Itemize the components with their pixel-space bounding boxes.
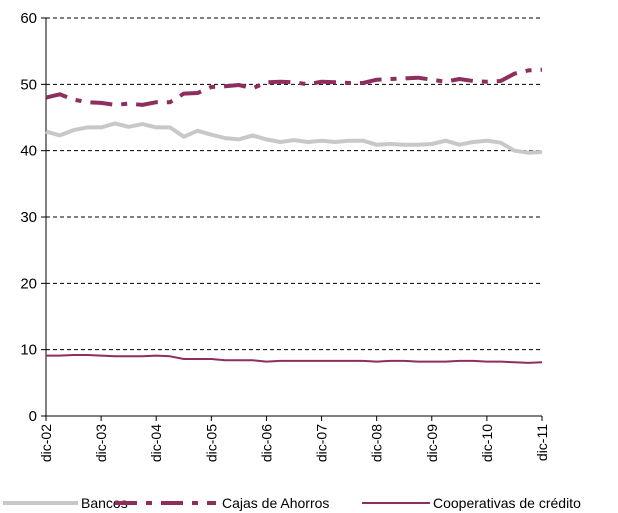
x-tick-label: dic-11: [534, 424, 550, 461]
x-tick-label: dic-08: [369, 424, 385, 462]
series-line-2: [46, 354, 543, 364]
axes: [45, 18, 542, 417]
x-tick-label: dic-02: [38, 424, 54, 462]
x-tick-label: dic-06: [258, 424, 274, 462]
series-line-1: [45, 67, 543, 107]
x-tick-label: dic-05: [203, 424, 219, 462]
x-tick-label: dic-07: [314, 424, 330, 462]
y-tick-label: 0: [29, 408, 37, 425]
y-tick-label: 30: [20, 209, 37, 226]
legend-label-2: Cooperativas de crédito: [433, 495, 581, 511]
y-tick-label: 20: [20, 275, 37, 292]
x-tick-label: dic-03: [93, 424, 109, 462]
y-tick-label: 60: [20, 10, 37, 27]
legend-label-0: Bancos: [81, 495, 128, 511]
legend: Bancos Cajas de Ahorros Cooperativas de cr…: [3, 495, 581, 511]
series-lines: [45, 67, 543, 364]
y-axis-ticks: 0 10 20 30 40 50 60: [20, 10, 46, 425]
x-tick-label: dic-04: [148, 424, 164, 462]
x-axis-ticks: dic-02 dic-03 dic-04 dic-05 dic-06 dic-07 dic-…: [38, 416, 550, 462]
gridlines: [46, 17, 542, 351]
x-tick-label: dic-10: [479, 424, 495, 462]
y-tick-label: 10: [20, 342, 37, 359]
series-line-0: [45, 121, 543, 155]
legend-label-1: Cajas de Ahorros: [222, 495, 329, 511]
y-tick-label: 40: [20, 143, 37, 160]
y-tick-label: 50: [20, 76, 37, 93]
x-tick-label: dic-09: [424, 424, 440, 462]
